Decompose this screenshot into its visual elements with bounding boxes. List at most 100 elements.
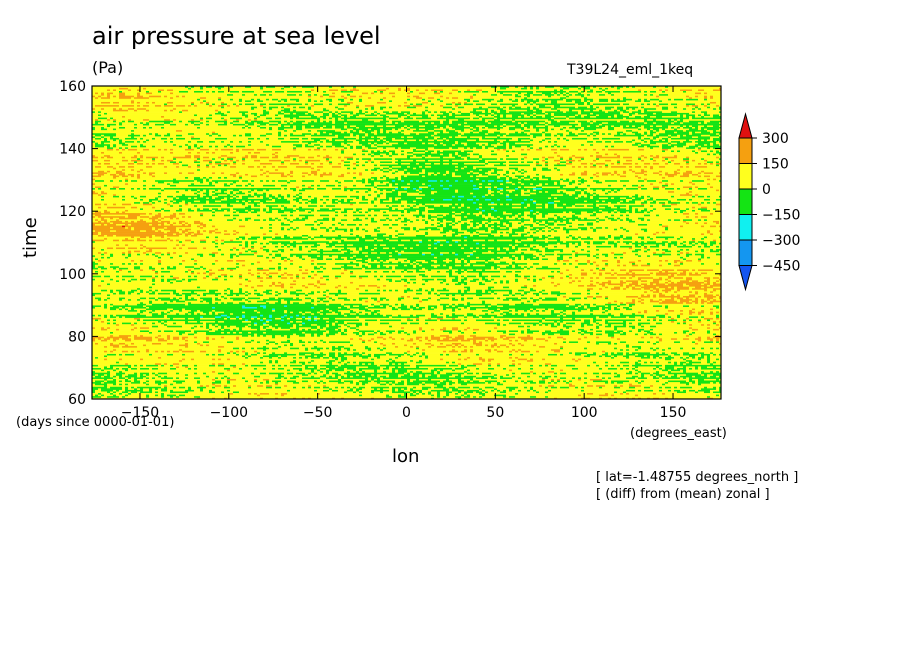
field-segment [140, 297, 147, 300]
field-segment [593, 352, 597, 354]
field-segment [692, 367, 696, 370]
field-segment [440, 328, 447, 331]
field-segment [104, 381, 117, 384]
field-segment [518, 339, 525, 342]
field-segment [305, 386, 309, 389]
field-segment [137, 364, 141, 367]
field-segment [488, 305, 492, 307]
field-segment [116, 367, 120, 370]
field-segment [134, 342, 153, 345]
field-segment [383, 336, 390, 339]
field-segment [251, 331, 264, 334]
field-segment [506, 345, 510, 348]
field-segment [170, 367, 177, 370]
field-segment [107, 294, 111, 297]
field-segment [320, 309, 324, 312]
field-segment [314, 345, 318, 348]
field-segment [671, 355, 690, 358]
field-segment [581, 331, 585, 334]
field-segment [251, 286, 255, 289]
field-segment [326, 308, 330, 311]
field-segment [224, 327, 240, 329]
field-segment [530, 367, 534, 370]
field-segment [626, 316, 630, 318]
field-segment [455, 386, 459, 389]
field-segment [395, 389, 399, 392]
field-segment [515, 363, 519, 365]
field-segment [398, 303, 402, 306]
field-segment [356, 366, 369, 368]
field-segment [491, 377, 498, 379]
field-segment [647, 361, 651, 364]
field-segment [506, 344, 513, 347]
field-segment [263, 322, 267, 325]
field-segment [284, 283, 291, 286]
field-segment [293, 359, 297, 362]
field-segment [173, 300, 177, 303]
field-segment [599, 375, 615, 378]
field-segment [497, 350, 504, 353]
field-segment [137, 334, 141, 337]
field-segment [686, 356, 690, 359]
field-segment [173, 330, 177, 333]
field-segment [614, 308, 621, 311]
field-segment [614, 355, 618, 358]
field-segment [677, 367, 687, 370]
field-segment [131, 392, 162, 395]
field-segment [365, 386, 372, 389]
field-segment [719, 339, 721, 342]
field-segment [335, 286, 339, 289]
field-segment [122, 306, 126, 309]
field-segment [713, 391, 721, 394]
field-segment [446, 383, 450, 386]
field-segment [662, 369, 669, 372]
field-segment [611, 308, 615, 311]
field-segment [494, 358, 519, 361]
field-segment [416, 391, 420, 394]
field-segment [239, 287, 243, 290]
field-segment [674, 297, 678, 300]
field-segment [704, 281, 708, 284]
field-segment [389, 303, 396, 306]
field-segment [623, 284, 627, 287]
field-segment [407, 317, 411, 320]
field-segment [620, 386, 630, 389]
field-segment [521, 389, 528, 392]
field-segment [359, 363, 363, 365]
field-segment [629, 316, 636, 318]
field-segment [284, 352, 288, 354]
field-segment [554, 311, 561, 314]
field-segment [398, 394, 402, 397]
field-segment [704, 309, 721, 312]
field-segment [530, 386, 534, 389]
field-segment [446, 308, 453, 311]
field-segment [479, 278, 483, 281]
field-segment [287, 392, 318, 395]
field-segment [389, 359, 393, 362]
field-segment [167, 375, 207, 378]
field-segment [215, 312, 219, 315]
field-segment [557, 323, 561, 326]
field-segment [230, 352, 234, 354]
field-segment [674, 373, 678, 376]
field-segment [428, 317, 432, 320]
field-segment [521, 344, 525, 347]
field-segment [239, 353, 246, 356]
field-segment [665, 367, 675, 370]
field-segment [356, 348, 369, 351]
field-segment [233, 392, 249, 395]
field-segment [455, 336, 465, 339]
field-segment [98, 373, 105, 376]
field-segment [596, 375, 600, 378]
field-segment [524, 291, 531, 293]
field-segment [359, 391, 363, 394]
field-segment [326, 381, 339, 384]
field-segment [95, 342, 99, 345]
field-segment [458, 353, 462, 356]
field-segment [446, 316, 459, 318]
field-segment [308, 397, 312, 400]
field-segment [101, 320, 105, 323]
field-segment [407, 291, 429, 293]
field-segment [92, 389, 96, 392]
field-segment [716, 347, 720, 350]
